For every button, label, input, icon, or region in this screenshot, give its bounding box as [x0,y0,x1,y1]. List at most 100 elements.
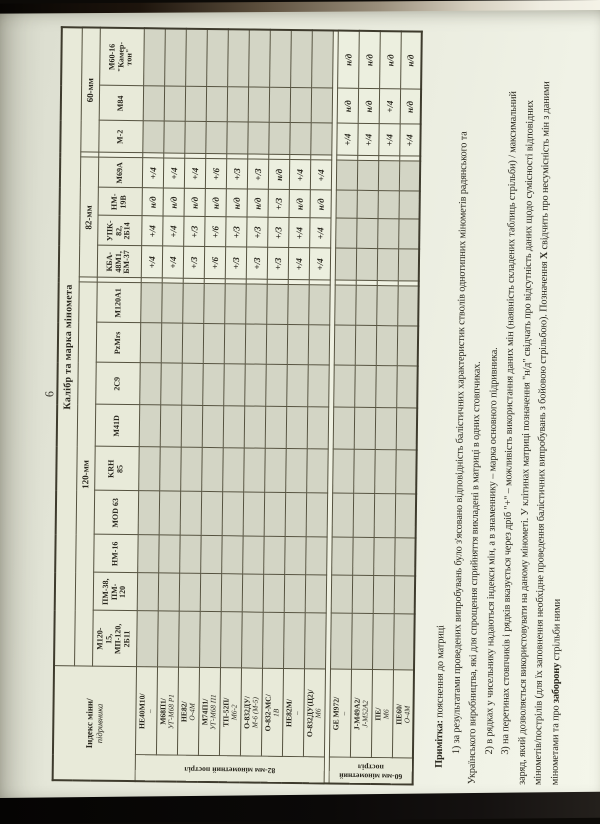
no-data-cell [184,121,206,154]
no-data-cell [377,161,400,192]
value-cell: н/д [379,30,401,90]
no-data-cell [284,492,307,538]
no-data-cell [221,536,243,575]
no-data-cell [335,160,358,191]
no-data-cell [330,575,353,614]
value-cell: н/д [336,88,359,124]
no-data-cell [139,363,161,406]
value-cell: +/3 [245,247,268,280]
no-data-cell [138,405,161,448]
group-separator [268,154,290,160]
no-data-cell [262,612,284,669]
value-cell: н/д [288,189,310,219]
no-data-cell [284,536,306,576]
fuze-name: М6 [381,709,391,720]
no-data-cell [264,448,286,493]
no-data-cell [332,407,355,450]
rotated-content-wrap: 6 Індекс міни/ підривника Калібр та марк… [42,13,600,799]
value-cell: +/3 [225,217,247,248]
value-cell: +/3 [224,247,247,280]
mortar-column-header: М69А [97,157,143,189]
value-cell: +/3 [246,159,269,190]
no-data-cell [184,86,207,122]
row-group-label-text: 82-мм мінометний постріл [183,764,275,775]
group-separator [308,280,330,286]
no-data-cell [334,285,356,326]
value-cell: н/д [141,188,163,217]
no-data-cell [375,326,398,367]
no-data-cell [205,121,227,155]
mortar-column-header: ПМ-38, ПМ- 120 [92,572,138,612]
value-cell: +/4 [357,123,379,157]
row-group-label: 82-мм мінометний постріл [134,755,324,784]
no-data-cell [159,405,182,448]
value-cell: +/3 [225,159,248,190]
no-data-cell [305,493,328,538]
value-cell: +/3 [246,217,268,248]
mortar-column-header: MOD 63 [93,490,139,536]
no-data-cell [248,29,270,88]
no-data-cell [200,535,222,575]
no-data-cell [373,494,396,539]
mortar-column-header: НМ-16 [93,534,138,574]
no-data-cell [268,87,291,123]
no-data-cell [335,218,357,249]
no-data-cell [356,160,379,192]
value-cell: +/4 [288,217,310,249]
mine-label-cell: ПЕ/М6 [370,670,393,759]
value-cell: н/д [204,188,226,218]
value-cell: +/4 [309,218,331,249]
value-cell: +/4 [378,124,400,157]
no-data-cell [355,285,377,327]
mine-label-cell: О-832-МС/1В [260,668,284,757]
no-data-cell [137,535,159,574]
group-separator [357,155,379,162]
note-text: Х [539,251,551,260]
no-data-cell [139,323,162,364]
value-cell: +/4 [141,158,164,189]
no-data-cell [201,405,224,449]
group-separator [142,153,164,159]
group-separator [399,156,421,162]
no-data-cell [333,365,355,408]
no-data-cell [353,449,375,495]
value-cell: +/4 [287,247,310,281]
group-separator [140,278,162,284]
no-data-cell [304,575,327,614]
no-data-cell [179,535,201,574]
value-cell: +/3 [267,189,289,218]
no-data-cell [222,448,244,493]
no-data-cell [244,364,266,407]
mine-label-cell: О-832ДУ(Ц2)/М6 [302,669,326,758]
no-data-cell [158,491,181,536]
no-data-cell [392,614,415,671]
no-data-cell [164,28,186,87]
notes-block: Примітка: пояснення до матриці 1) за резу… [432,20,573,786]
value-cell: +/6 [204,158,227,190]
no-data-cell [354,325,377,367]
page-number: 6 [42,390,57,398]
no-data-cell [263,492,286,537]
no-data-cell [331,537,353,576]
no-data-cell [377,191,399,220]
no-data-cell [310,123,332,156]
no-data-cell [285,406,308,450]
no-data-cell [334,248,357,281]
no-data-cell [395,408,418,451]
value-cell: +/4 [288,159,311,191]
caliber-group-header: 60-мм [80,27,100,153]
fuze-name: М6-2 [229,704,239,721]
note-text: свідчить про несумісність мін з даними [539,81,553,252]
no-data-cell [290,29,312,89]
no-data-cell [375,366,397,409]
no-data-cell [202,363,224,407]
no-data-cell [142,86,165,122]
fuze-name: – [339,711,349,716]
no-data-cell [373,538,395,577]
no-data-cell [397,249,420,282]
value-cell: +/4 [183,158,206,189]
no-data-cell [226,122,248,155]
no-data-cell [304,613,326,670]
no-data-cell [247,122,269,155]
no-data-cell [222,406,245,449]
